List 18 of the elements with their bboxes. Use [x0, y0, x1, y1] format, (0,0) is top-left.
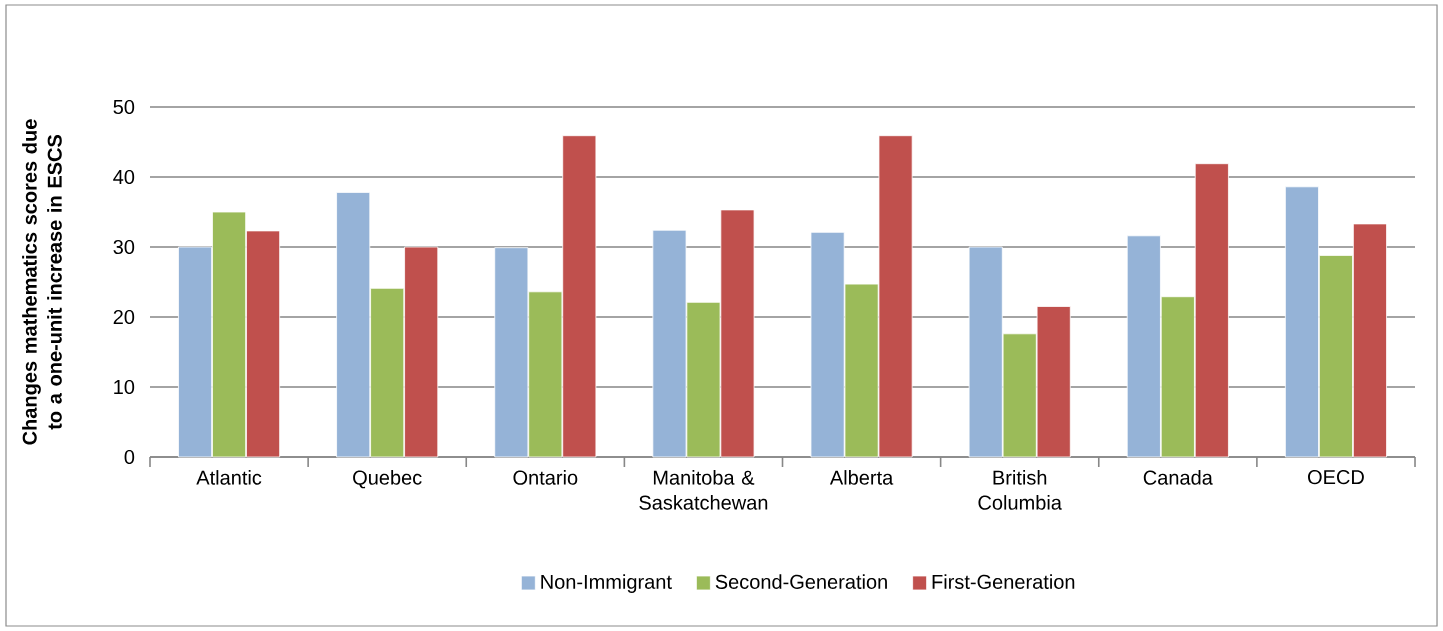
legend-label: Second-Generation — [715, 574, 887, 589]
x-tick-label: OECD — [1308, 470, 1364, 485]
y-tick-label: 40 — [113, 169, 135, 185]
x-tick-label: Manitoba & Saskatchewan — [639, 470, 768, 510]
x-tick-label: Alberta — [829, 470, 894, 485]
y-tick-label: 0 — [124, 449, 135, 465]
y-axis-title: Changes mathematics scores due to a one-unit increase in ESCS — [22, 119, 62, 445]
legend-label: Non-Immigrant — [541, 574, 672, 593]
y-tick-label: 20 — [113, 309, 135, 325]
x-tick-label: Canada — [1143, 470, 1213, 485]
x-tick-label: British Columbia — [978, 470, 1062, 510]
x-tick-label: Quebec — [353, 470, 422, 489]
y-tick-label: 30 — [113, 239, 135, 255]
legend-label: First-Generation — [932, 574, 1075, 589]
x-tick-label: Atlantic — [196, 470, 262, 485]
y-tick-label: 10 — [114, 379, 135, 395]
x-tick-label: Ontario — [513, 470, 578, 485]
y-tick-label: 50 — [113, 99, 135, 115]
